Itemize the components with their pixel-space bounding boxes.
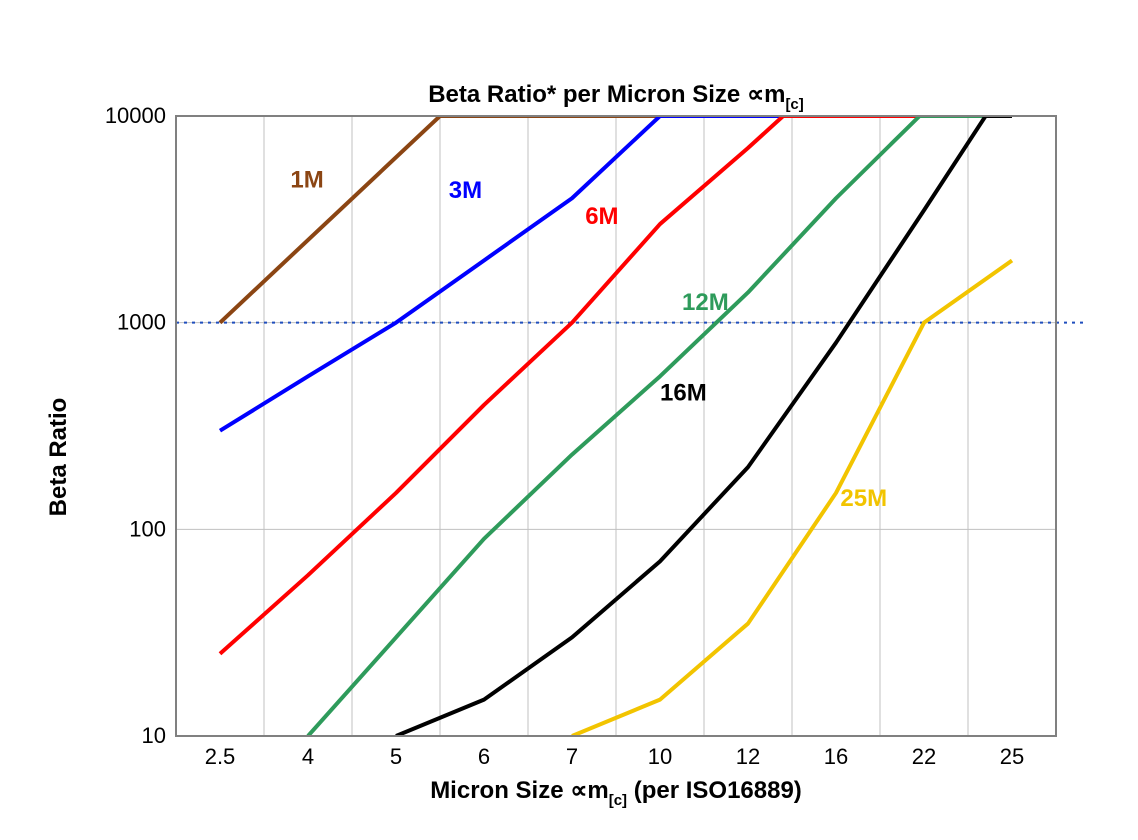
- x-tick-label: 2.5: [205, 744, 236, 769]
- x-tick-label: 10: [648, 744, 672, 769]
- series-label-12M: 12M: [682, 289, 729, 316]
- series-label-16M: 16M: [660, 380, 707, 407]
- x-axis-title: Micron Size ∝m[c] (per ISO16889): [430, 777, 802, 809]
- x-tick-label: 7: [566, 744, 578, 769]
- y-tick-label: 1000: [117, 310, 166, 335]
- x-tick-label: 22: [912, 744, 936, 769]
- series-label-3M: 3M: [449, 177, 482, 204]
- x-tick-label: 25: [1000, 744, 1024, 769]
- y-tick-labels: 10 100 1000 10000: [105, 103, 166, 748]
- y-tick-label: 10: [142, 723, 166, 748]
- x-tick-label: 6: [478, 744, 490, 769]
- series-label-25M: 25M: [840, 485, 887, 512]
- series-label-1M: 1M: [290, 167, 323, 194]
- x-tick-label: 5: [390, 744, 402, 769]
- y-tick-label: 100: [129, 516, 166, 541]
- x-tick-label: 12: [736, 744, 760, 769]
- beta-ratio-chart: 1M3M6M12M16M25M 2.545671012162225 101001…: [0, 0, 1138, 840]
- x-tick-label: 4: [302, 744, 314, 769]
- x-tick-labels: 2.5 4 5 6 7 10 12 16 22 25: [205, 744, 1025, 769]
- chart-title: Beta Ratio* per Micron Size ∝m[c]: [428, 81, 804, 113]
- series-label-6M: 6M: [585, 203, 618, 230]
- y-tick-label: 10000: [105, 103, 166, 128]
- x-tick-label: 16: [824, 744, 848, 769]
- y-axis-title: Beta Ratio: [45, 398, 72, 517]
